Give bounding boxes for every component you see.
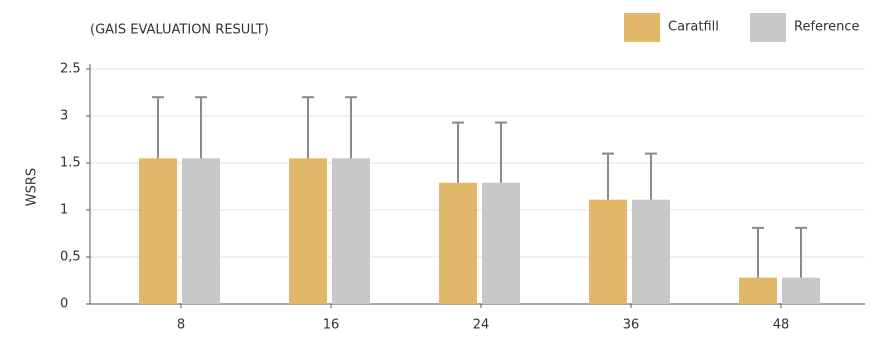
y-tick-label: 1 (60, 203, 68, 218)
x-tick-label: 36 (623, 318, 640, 333)
legend-label: Reference (794, 20, 859, 35)
bar (289, 158, 327, 304)
x-tick-label: 24 (473, 318, 490, 333)
bar (482, 182, 520, 304)
legend-swatch (750, 13, 786, 42)
y-tick-label: 2.5 (60, 62, 81, 77)
chart-title: (GAIS EVALUATION RESULT) (90, 23, 269, 38)
x-tick-label: 48 (773, 318, 790, 333)
bar (182, 158, 220, 304)
bar (632, 199, 670, 304)
y-tick-label: 3 (60, 109, 68, 124)
y-tick-label: 1.5 (60, 156, 81, 171)
bar (332, 158, 370, 304)
bar (739, 277, 777, 304)
y-tick-label: 0,5 (60, 250, 81, 265)
x-tick-label: 16 (323, 318, 340, 333)
y-tick-label: 0 (60, 297, 68, 312)
y-axis-label: WSRS (25, 168, 40, 206)
bar (589, 199, 627, 304)
x-tick-label: 8 (177, 318, 185, 333)
bar (439, 182, 477, 304)
bar (782, 277, 820, 304)
bar (139, 158, 177, 304)
legend-swatch (624, 13, 660, 42)
legend-label: Caratfill (668, 20, 719, 35)
